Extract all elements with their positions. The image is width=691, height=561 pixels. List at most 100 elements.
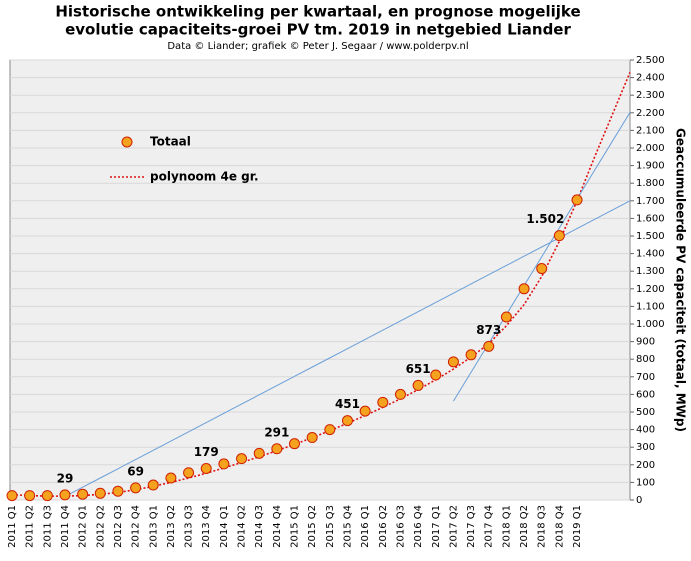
- chart-title: evolutie capaciteits-groei PV tm. 2019 i…: [65, 21, 571, 39]
- y-tick-label: 1.900: [636, 161, 665, 172]
- x-tick-label: 2017 Q2: [448, 505, 459, 548]
- x-tick-label: 2012 Q3: [113, 505, 124, 548]
- data-label: 651: [406, 362, 431, 376]
- data-point: [359, 405, 371, 417]
- y-tick-label: 1.800: [636, 178, 665, 189]
- y-tick-label: 2.400: [636, 73, 665, 84]
- y-tick-label: 500: [636, 407, 655, 418]
- x-tick-label: 2016 Q3: [395, 505, 406, 548]
- x-tick-label: 2018 Q4: [554, 505, 565, 548]
- x-tick-label: 2018 Q2: [519, 505, 530, 548]
- y-tick-label: 1.200: [636, 284, 665, 295]
- legend-marker: [121, 136, 133, 148]
- x-tick-label: 2013 Q3: [184, 505, 195, 548]
- x-tick-label: 2012 Q2: [95, 505, 106, 548]
- x-tick-label: 2014 Q1: [219, 505, 230, 548]
- x-tick-label: 2012 Q4: [131, 505, 142, 548]
- y-tick-label: 2.000: [636, 143, 665, 154]
- x-tick-label: 2016 Q1: [360, 505, 371, 548]
- y-tick-label: 2.200: [636, 108, 665, 119]
- data-label: 69: [127, 464, 144, 478]
- x-tick-label: 2015 Q2: [307, 505, 318, 548]
- data-point: [306, 432, 318, 444]
- x-tick-label: 2011 Q2: [25, 505, 36, 548]
- data-point: [465, 349, 477, 361]
- data-point: [324, 424, 336, 436]
- data-point: [377, 396, 389, 408]
- data-label: 291: [264, 425, 289, 439]
- legend-label: polynoom 4e gr.: [150, 170, 259, 184]
- y-tick-label: 800: [636, 354, 655, 365]
- data-label: 873: [476, 323, 501, 337]
- y-tick-label: 1.500: [636, 231, 665, 242]
- x-tick-label: 2019 Q1: [572, 505, 583, 548]
- data-point: [483, 340, 495, 352]
- data-point: [236, 453, 248, 465]
- data-point: [94, 487, 106, 499]
- data-point: [24, 490, 36, 502]
- data-point: [553, 230, 565, 242]
- x-tick-label: 2018 Q3: [537, 505, 548, 548]
- data-point: [271, 443, 283, 455]
- data-point: [394, 388, 406, 400]
- data-label: 451: [335, 397, 360, 411]
- data-label: 29: [57, 471, 74, 485]
- x-tick-label: 2011 Q4: [60, 505, 71, 548]
- x-tick-label: 2014 Q2: [237, 505, 248, 548]
- x-tick-label: 2016 Q4: [413, 505, 424, 548]
- data-point: [253, 447, 265, 459]
- data-point: [165, 472, 177, 484]
- data-point: [77, 488, 89, 500]
- data-point: [289, 438, 301, 450]
- data-point: [536, 263, 548, 275]
- y-tick-label: 600: [636, 389, 655, 400]
- y-tick-label: 2.300: [636, 90, 665, 101]
- data-point: [41, 490, 53, 502]
- y-tick-label: 300: [636, 442, 655, 453]
- x-tick-label: 2016 Q2: [378, 505, 389, 548]
- data-point: [183, 467, 195, 479]
- trend-line: [453, 112, 631, 402]
- chart-title: Historische ontwikkeling per kwartaal, e…: [55, 3, 580, 21]
- y-tick-label: 2.100: [636, 125, 665, 136]
- trend-curve: [11, 72, 631, 497]
- y-tick-label: 700: [636, 372, 655, 383]
- x-tick-label: 2014 Q3: [254, 505, 265, 548]
- y-tick-label: 1.400: [636, 249, 665, 260]
- data-point: [447, 356, 459, 368]
- y-tick-label: 900: [636, 337, 655, 348]
- data-point: [200, 462, 212, 474]
- data-point: [500, 311, 512, 323]
- data-point: [430, 369, 442, 381]
- y-tick-label: 200: [636, 460, 655, 471]
- x-tick-label: 2012 Q1: [78, 505, 89, 548]
- data-label: 1.502: [526, 212, 564, 226]
- x-tick-label: 2015 Q4: [342, 505, 353, 548]
- data-point: [130, 482, 142, 494]
- y-tick-label: 1.300: [636, 266, 665, 277]
- data-point: [6, 490, 18, 502]
- x-tick-label: 2013 Q1: [148, 505, 159, 548]
- x-tick-label: 2017 Q3: [466, 505, 477, 548]
- data-point: [112, 485, 124, 497]
- x-tick-label: 2013 Q2: [166, 505, 177, 548]
- data-point: [341, 415, 353, 427]
- legend-label: Totaal: [150, 135, 191, 149]
- y-tick-label: 1.100: [636, 301, 665, 312]
- x-tick-label: 2011 Q1: [7, 505, 18, 548]
- x-tick-label: 2011 Q3: [42, 505, 53, 548]
- x-tick-label: 2015 Q3: [325, 505, 336, 548]
- y-tick-label: 1.700: [636, 196, 665, 207]
- x-tick-label: 2013 Q4: [201, 505, 212, 548]
- y-tick-label: 100: [636, 477, 655, 488]
- y-tick-label: 2.500: [636, 55, 665, 66]
- data-point: [518, 283, 530, 295]
- data-point: [147, 479, 159, 491]
- y-tick-label: 0: [636, 495, 642, 506]
- trend-line: [64, 200, 631, 497]
- data-point: [218, 458, 230, 470]
- data-point: [412, 379, 424, 391]
- data-label: 179: [194, 445, 219, 459]
- x-tick-label: 2017 Q4: [484, 505, 495, 548]
